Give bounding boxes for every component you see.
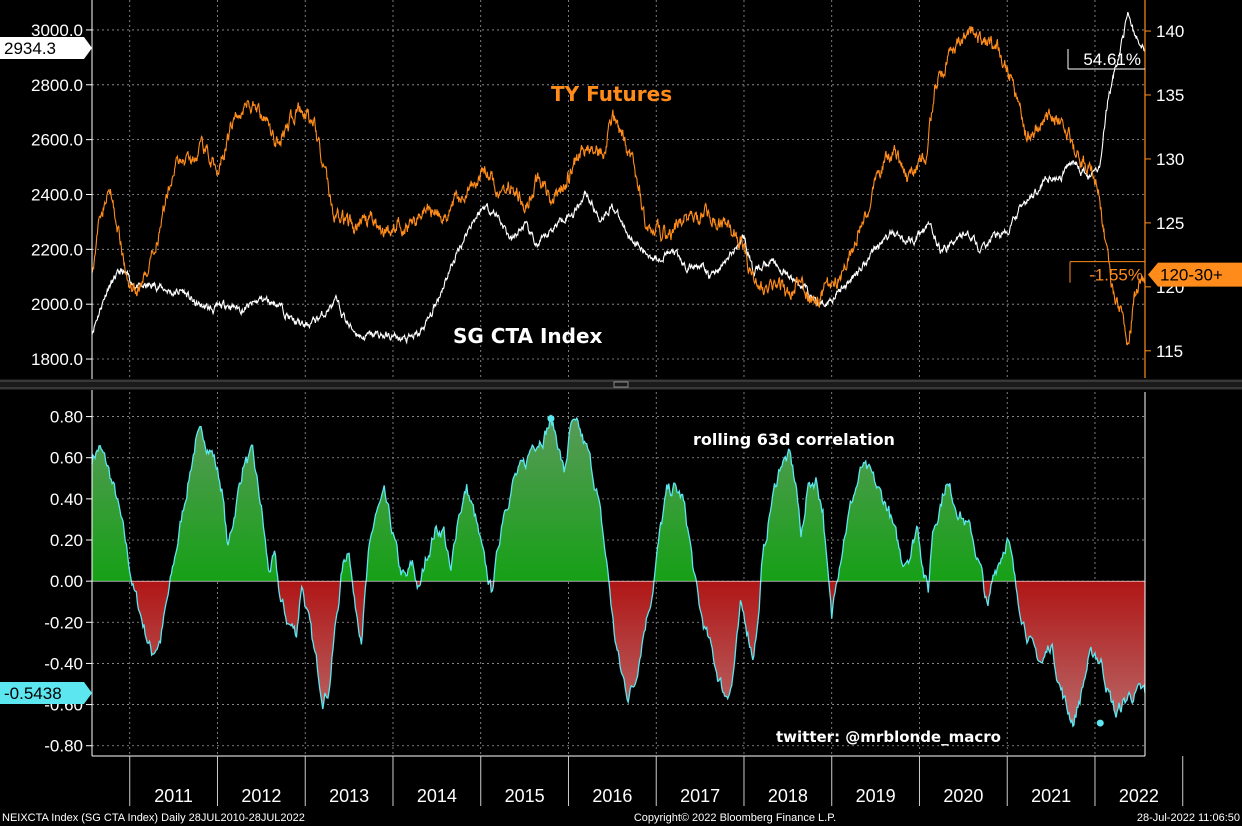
left-tick-label: 2200.0 xyxy=(31,240,83,259)
left-tick-label: 3000.0 xyxy=(31,21,83,40)
corr-min-marker xyxy=(1096,719,1104,727)
panel-resize-handle[interactable] xyxy=(613,381,629,388)
right-tick-label: 115 xyxy=(1156,342,1183,361)
axes: 2011 2012 2013 2014 2015 2016 2017 2018 2019 2020… xyxy=(0,0,1242,806)
correlation-line xyxy=(91,414,1146,728)
correlation-area xyxy=(91,414,1146,728)
corr-tick-label: -0.80 xyxy=(44,737,83,756)
x-tick-label: 2019 xyxy=(856,786,896,806)
corr-tick-label: 0.80 xyxy=(50,408,83,427)
sg-cta-change: 54.61% xyxy=(1083,50,1141,69)
x-tick-label: 2021 xyxy=(1031,786,1071,806)
corr-tick-label: 0.00 xyxy=(50,572,83,591)
x-tick-label: 2020 xyxy=(943,786,983,806)
left-tick-label: 1800.0 xyxy=(31,350,83,369)
footer-timestamp: 28-Jul-2022 11:06:50 xyxy=(1137,812,1240,824)
panel-separator[interactable] xyxy=(0,379,1242,390)
left-tick-label: 2800.0 xyxy=(31,76,83,95)
ty-futures-line xyxy=(91,26,1146,346)
x-tick-label: 2011 xyxy=(154,786,193,806)
ty-last-flag xyxy=(1148,262,1242,287)
x-tick-label: 2015 xyxy=(505,786,545,806)
right-tick-label: 130 xyxy=(1156,150,1184,169)
labels: TY Futures SG CTA Index rolling 63d correl… xyxy=(0,36,1242,824)
ty-futures-change: -1.55% xyxy=(1089,266,1143,285)
x-tick-label: 2018 xyxy=(768,786,808,806)
ty-last-value: 120-30+ xyxy=(1160,266,1223,285)
left-tick-label: 2400.0 xyxy=(31,185,83,204)
corr-last-value: -0.5438 xyxy=(4,684,62,703)
left-tick-label: 2000.0 xyxy=(31,295,83,314)
corr-tick-label: 0.60 xyxy=(50,449,83,468)
right-tick-label: 135 xyxy=(1156,86,1184,105)
corr-tick-label: -0.20 xyxy=(44,613,83,632)
top-panel-gridlines xyxy=(92,0,1145,378)
ty-futures-label: TY Futures xyxy=(551,82,672,106)
corr-tick-label: 0.20 xyxy=(50,531,83,550)
x-tick-label: 2016 xyxy=(592,786,632,806)
right-tick-label: 140 xyxy=(1156,22,1184,41)
footer-source: NEIXCTA Index (SG CTA Index) Daily 28JUL… xyxy=(2,812,305,824)
left-tick-label: 2600.0 xyxy=(31,131,83,150)
corr-max-marker xyxy=(547,415,555,423)
price-lines xyxy=(91,11,1146,346)
corr-tick-label: -0.40 xyxy=(44,654,83,673)
sg-cta-line xyxy=(91,11,1146,345)
correlation-positive-fill xyxy=(92,414,1145,582)
x-tick-label: 2013 xyxy=(329,786,369,806)
twitter-handle: twitter: @mrblonde_macro xyxy=(776,728,1001,746)
right-tick-label: 125 xyxy=(1156,214,1184,233)
correlation-title: rolling 63d correlation xyxy=(693,430,895,449)
corr-tick-label: 0.40 xyxy=(50,490,83,509)
x-tick-label: 2017 xyxy=(680,786,720,806)
sg-cta-label: SG CTA Index xyxy=(453,324,603,348)
sg-cta-last-value: 2934.3 xyxy=(4,39,56,58)
sg-cta-last-flag xyxy=(0,36,92,59)
footer-copyright: Copyright© 2022 Bloomberg Finance L.P. xyxy=(634,812,836,824)
x-tick-label: 2012 xyxy=(241,786,281,806)
x-tick-label: 2014 xyxy=(417,786,457,806)
corr-last-flag xyxy=(0,682,92,705)
x-tick-label: 2022 xyxy=(1119,786,1159,806)
correlation-negative-fill xyxy=(92,581,1145,727)
